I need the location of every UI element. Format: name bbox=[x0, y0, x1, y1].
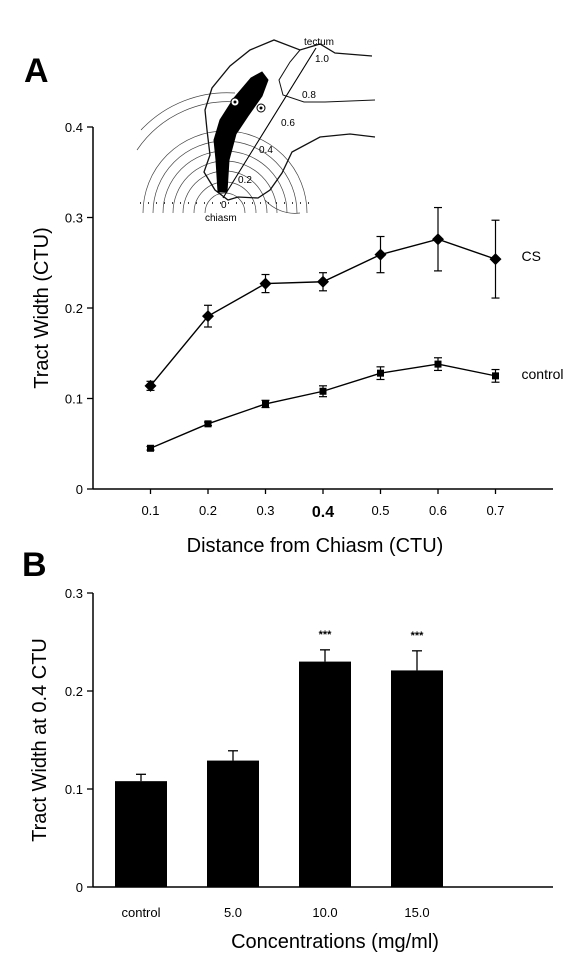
ring-label: 0.2 bbox=[238, 175, 252, 186]
y-tick-label: 0.2 bbox=[65, 684, 83, 699]
y-tick-label: 0.1 bbox=[65, 392, 83, 407]
x-tick-label: control bbox=[121, 905, 160, 920]
bar-15.0 bbox=[391, 670, 443, 887]
inset-brain-diagram: tectum chiasm 0 0.2 0.4 0.6 0.8 1.0 bbox=[136, 37, 376, 224]
series-line-CS bbox=[149, 238, 496, 387]
ring-label: 0.8 bbox=[302, 90, 316, 101]
significance-marker: *** bbox=[319, 629, 333, 641]
x-tick-label: 0.1 bbox=[141, 503, 159, 518]
x-tick-label: 0.6 bbox=[429, 503, 447, 518]
bar-chart: 0 0.1 0.2 0.3 *** *** control 5.0 10.0 15.0 Tra… bbox=[29, 586, 553, 953]
data-point-control bbox=[492, 372, 499, 380]
x-tick-label: 0.4 bbox=[312, 504, 334, 521]
data-point-CS bbox=[317, 275, 329, 288]
significance-marker: *** bbox=[411, 630, 425, 642]
panel-b-letter: B bbox=[22, 546, 47, 584]
chiasm-label: chiasm bbox=[205, 213, 237, 224]
data-point-control bbox=[262, 400, 269, 408]
bar-control bbox=[115, 781, 167, 887]
line-chart-y-axis-title: Tract Width (CTU) bbox=[31, 227, 53, 388]
measurement-axis bbox=[222, 47, 317, 199]
line-chart: 0 0.1 0.2 0.3 0.4 0.1 0.2 0.3 0.4 0.5 0.6 0.7 bbox=[31, 37, 564, 557]
y-tick-label: 0.2 bbox=[65, 301, 83, 316]
bar-chart-y-axis-title: Tract Width at 0.4 CTU bbox=[29, 638, 51, 842]
y-tick-label: 0.3 bbox=[65, 586, 83, 601]
x-tick-label: 15.0 bbox=[404, 905, 429, 920]
bar-chart-x-axis-title: Concentrations (mg/ml) bbox=[231, 931, 439, 953]
data-point-CS bbox=[259, 277, 272, 290]
x-tick-label: 0.5 bbox=[371, 503, 389, 518]
marker-dot bbox=[259, 106, 263, 110]
data-point-control bbox=[204, 420, 212, 428]
brain-inner-outline bbox=[278, 49, 376, 103]
y-tick-label: 0.4 bbox=[65, 120, 83, 135]
data-point-control bbox=[319, 387, 327, 395]
data-point-CS bbox=[489, 253, 502, 266]
brain-outline bbox=[203, 39, 376, 201]
data-point-CS bbox=[374, 248, 387, 261]
data-point-control bbox=[377, 369, 384, 377]
marker-dot bbox=[233, 100, 237, 104]
series-label-control: control bbox=[522, 366, 564, 382]
optic-tract bbox=[213, 71, 269, 193]
ring-label: 0.4 bbox=[259, 145, 273, 156]
series-line-control bbox=[150, 363, 496, 449]
tectum-label: tectum bbox=[304, 37, 334, 48]
line-chart-x-axis-title: Distance from Chiasm (CTU) bbox=[187, 535, 444, 557]
series-label-CS: CS bbox=[522, 248, 541, 264]
x-tick-label: 0.7 bbox=[486, 503, 504, 518]
bar-5.0 bbox=[207, 760, 259, 887]
y-tick-label: 0 bbox=[76, 880, 83, 895]
data-point-CS bbox=[202, 310, 214, 323]
bar-10.0 bbox=[299, 661, 351, 887]
x-tick-label: 5.0 bbox=[224, 905, 242, 920]
x-tick-label: 0.3 bbox=[256, 503, 274, 518]
y-tick-label: 0.1 bbox=[65, 782, 83, 797]
data-point-control bbox=[147, 444, 154, 452]
y-tick-label: 0 bbox=[76, 482, 83, 497]
panel-a-letter: A bbox=[24, 52, 49, 90]
x-tick-label: 0.2 bbox=[199, 503, 217, 518]
ring-label: 0 bbox=[221, 200, 227, 211]
x-tick-label: 10.0 bbox=[312, 905, 337, 920]
ring-label: 0.6 bbox=[281, 118, 295, 129]
y-tick-label: 0.3 bbox=[65, 211, 83, 226]
data-point-control bbox=[434, 360, 442, 368]
data-point-CS bbox=[144, 379, 157, 392]
data-point-CS bbox=[432, 233, 444, 246]
ring-label: 1.0 bbox=[315, 54, 329, 65]
